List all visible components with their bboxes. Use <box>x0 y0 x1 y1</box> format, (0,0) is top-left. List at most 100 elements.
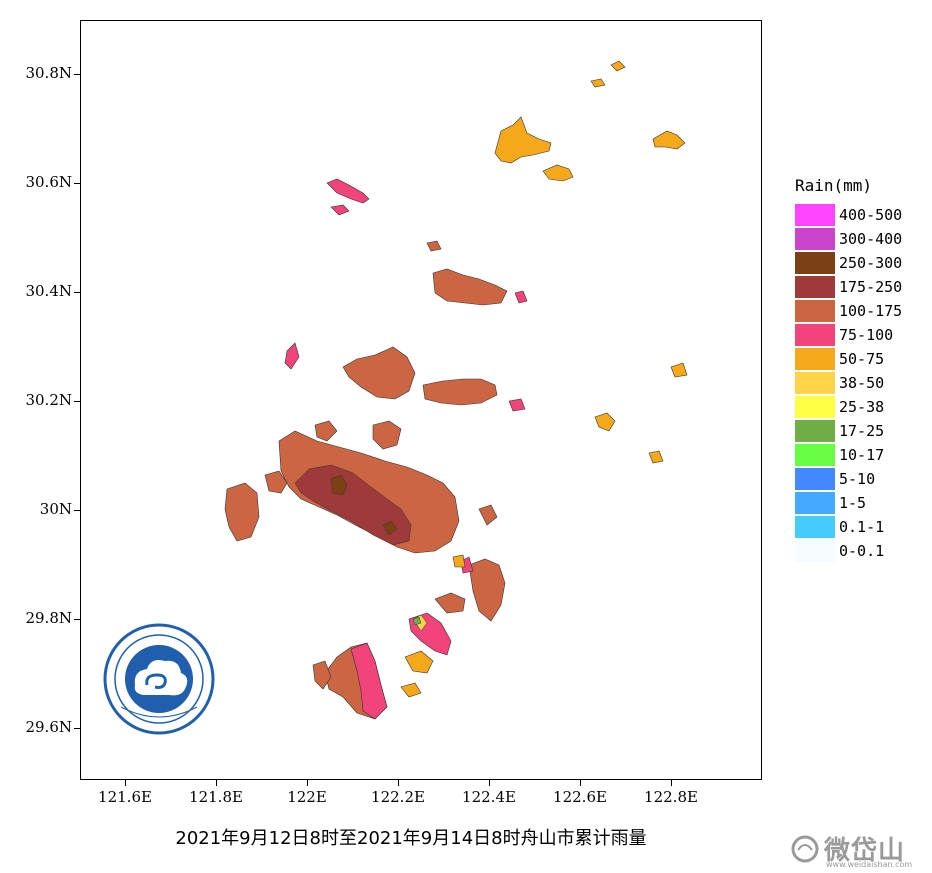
island-southwest <box>312 660 332 690</box>
island-pink-north <box>326 178 370 204</box>
island-putuo-green <box>412 616 422 626</box>
legend-label: 100-175 <box>839 302 903 320</box>
map-caption: 2021年9月12日8时至2021年9月14日8时舟山市累计雨量 <box>175 828 647 849</box>
watermark: 微岱山 www.weidaishan.com <box>790 830 920 870</box>
y-axis-label: 29.8N <box>25 609 72 627</box>
island-ne-top <box>610 60 626 72</box>
legend-row: 17-25 <box>795 419 915 443</box>
island-zhoushan-west <box>224 482 260 542</box>
legend-swatch <box>795 324 835 346</box>
watermark-logo-icon <box>791 835 819 863</box>
legend-label: 300-400 <box>839 230 903 248</box>
legend-row: 400-500 <box>795 203 915 227</box>
legend-label: 5-10 <box>839 470 876 488</box>
island-pink-north-2 <box>330 204 350 216</box>
legend-swatch <box>795 468 835 490</box>
island-west-2 <box>264 470 288 494</box>
island-small-east <box>594 412 616 432</box>
y-axis-label: 30.4N <box>25 282 72 300</box>
island-north-zhoushan-2 <box>372 420 402 450</box>
legend-label: 175-250 <box>839 278 903 296</box>
legend-swatch <box>795 300 835 322</box>
zhoushan-meteorology-logo <box>103 623 215 735</box>
legend-row: 50-75 <box>795 347 915 371</box>
island-daishan <box>342 346 416 400</box>
legend-label: 17-25 <box>839 422 885 440</box>
y-axis-label: 30.6N <box>25 173 72 191</box>
x-axis-label: 121.8E <box>189 788 243 806</box>
island-mid-north <box>432 268 508 306</box>
island-east-orange <box>452 554 466 568</box>
legend-label: 25-38 <box>839 398 885 416</box>
legend-row: 38-50 <box>795 371 915 395</box>
legend-swatch <box>795 396 835 418</box>
legend-row: 75-100 <box>795 323 915 347</box>
x-axis-label: 122.2E <box>371 788 425 806</box>
legend-row: 10-17 <box>795 443 915 467</box>
island-south-orange <box>404 650 434 674</box>
legend-swatch <box>795 276 835 298</box>
island-shengsi-main <box>494 116 552 164</box>
legend-swatch <box>795 492 835 514</box>
y-axis-label: 30N <box>39 500 72 518</box>
legend-row: 0.1-1 <box>795 515 915 539</box>
x-axis-label: 121.6E <box>98 788 152 806</box>
legend-label: 10-17 <box>839 446 885 464</box>
y-tick <box>74 183 80 184</box>
legend-swatch <box>795 540 835 562</box>
legend-row: 5-10 <box>795 467 915 491</box>
peak-cell-1 <box>330 474 348 496</box>
island-ne-small <box>590 78 606 88</box>
y-tick <box>74 401 80 402</box>
legend-row: 100-175 <box>795 299 915 323</box>
y-axis-label: 29.6N <box>25 718 72 736</box>
y-tick <box>74 728 80 729</box>
legend-label: 38-50 <box>839 374 885 392</box>
island-far-east <box>670 362 688 378</box>
legend-title: Rain(mm) <box>795 176 873 195</box>
legend-swatch <box>795 372 835 394</box>
island-daishan-east <box>422 378 498 406</box>
x-axis-label: 122.6E <box>553 788 607 806</box>
legend-row: 175-250 <box>795 275 915 299</box>
legend-swatch <box>795 444 835 466</box>
island-pink-mid <box>514 290 528 304</box>
y-axis-label: 30.8N <box>25 64 72 82</box>
island-ne-far <box>652 130 686 150</box>
island-pink-east <box>508 398 526 412</box>
x-axis-label: 122.4E <box>462 788 516 806</box>
legend-row: 300-400 <box>795 227 915 251</box>
rain-legend: Rain(mm) 400-500 300-400 250-300 175-250 100… <box>795 176 915 563</box>
x-tick <box>398 780 399 786</box>
legend-swatch <box>795 420 835 442</box>
legend-row: 0-0.1 <box>795 539 915 563</box>
island-rainfall-layer <box>224 60 688 720</box>
y-tick <box>74 619 80 620</box>
x-axis-label: 122.8E <box>644 788 698 806</box>
legend-label: 50-75 <box>839 350 885 368</box>
x-tick <box>125 780 126 786</box>
y-tick <box>74 510 80 511</box>
island-north-zhoushan <box>314 420 338 442</box>
watermark-text: 微岱山 <box>824 836 906 866</box>
island-south-pair <box>434 592 466 614</box>
island-small-east-2 <box>648 450 664 464</box>
legend-label: 0.1-1 <box>839 518 885 536</box>
legend-row: 250-300 <box>795 251 915 275</box>
island-shengsi-east <box>542 164 574 182</box>
legend-row: 25-38 <box>795 395 915 419</box>
island-mid-north-small <box>426 240 442 252</box>
peak-cell-2 <box>382 520 398 536</box>
x-tick <box>307 780 308 786</box>
legend-label: 0-0.1 <box>839 542 885 560</box>
x-tick <box>489 780 490 786</box>
watermark-url: www.weidaishan.com <box>826 860 913 869</box>
zhoushan-heavy-core <box>294 464 412 546</box>
x-tick <box>580 780 581 786</box>
legend-swatch <box>795 228 835 250</box>
island-liuheng-pink <box>350 642 388 720</box>
legend-label: 400-500 <box>839 206 903 224</box>
legend-swatch <box>795 516 835 538</box>
y-tick <box>74 74 80 75</box>
x-axis-label: 122E <box>287 788 327 806</box>
